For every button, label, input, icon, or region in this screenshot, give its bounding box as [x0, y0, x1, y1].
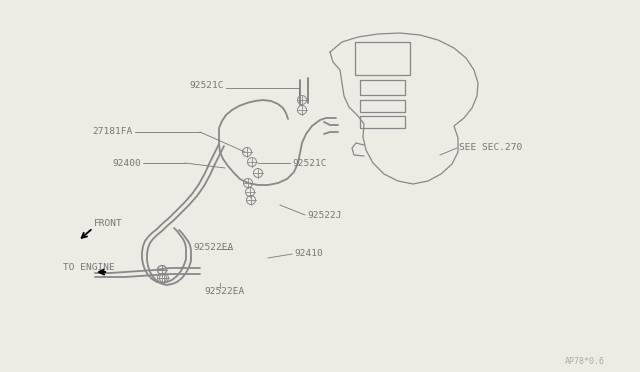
Text: 92410: 92410: [294, 248, 323, 257]
Text: 92521C: 92521C: [292, 158, 326, 167]
Text: 92522J: 92522J: [307, 211, 342, 219]
Text: 92522EA: 92522EA: [204, 288, 244, 296]
Text: FRONT: FRONT: [94, 219, 123, 228]
Text: 92522EA: 92522EA: [193, 243, 233, 251]
Text: SEE SEC.270: SEE SEC.270: [459, 142, 522, 151]
Text: TO ENGINE: TO ENGINE: [63, 263, 115, 273]
Text: AP78*0.6: AP78*0.6: [565, 357, 605, 366]
Text: 27181FA: 27181FA: [93, 128, 133, 137]
Text: 92400: 92400: [112, 158, 141, 167]
Text: 92521C: 92521C: [189, 81, 224, 90]
